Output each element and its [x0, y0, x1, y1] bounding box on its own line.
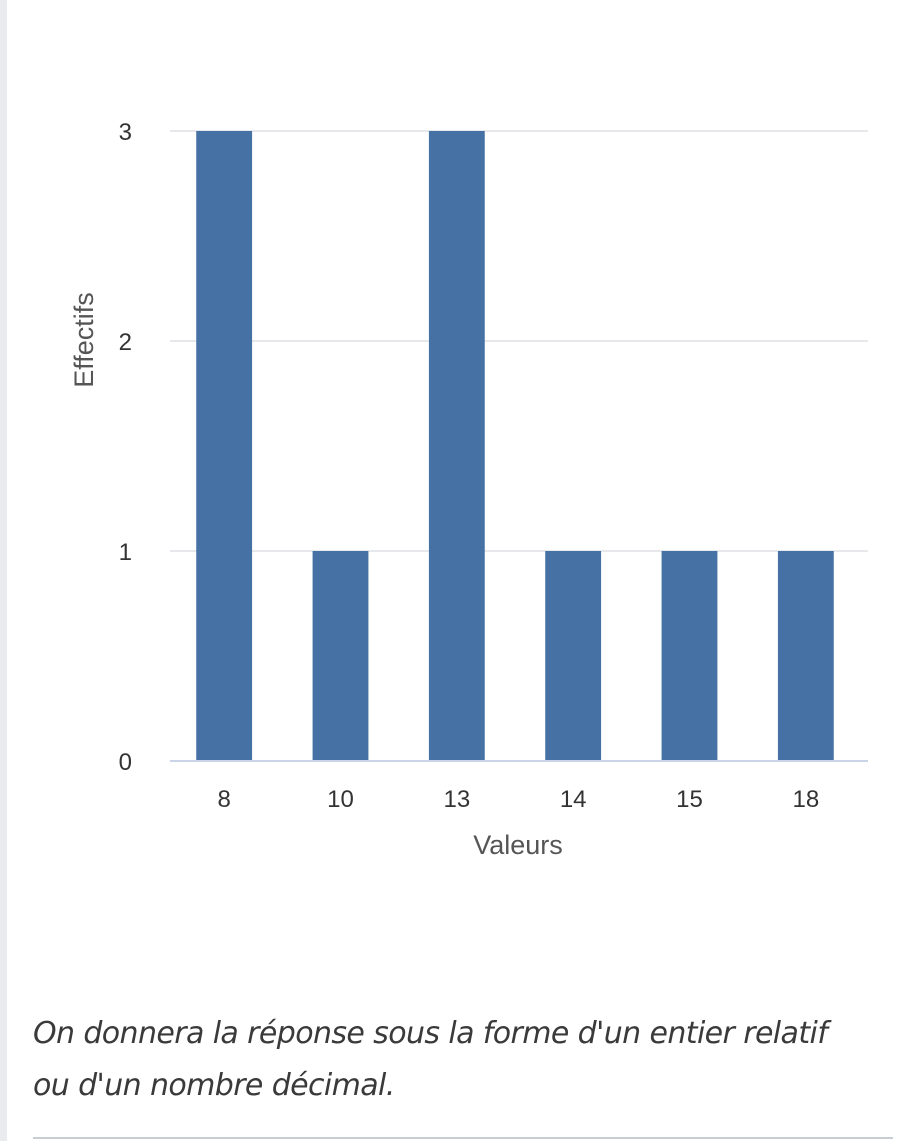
x-tick-label: 10	[327, 786, 354, 813]
answer-instructions: On donnera la réponse sous la forme d'un…	[33, 1008, 883, 1112]
y-tick-label: 2	[119, 329, 132, 356]
y-axis-title: Effectifs	[69, 292, 99, 388]
instructions-line-1: On donnera la réponse sous la forme d'un…	[33, 1016, 828, 1051]
bar	[545, 551, 602, 761]
bar	[661, 551, 718, 761]
page-left-border	[0, 0, 7, 1141]
bar	[428, 131, 485, 761]
bar	[777, 551, 834, 761]
x-tick-label: 14	[560, 786, 587, 813]
y-tick-label: 0	[119, 749, 132, 776]
bar-chart-svg: 0 1 2 3 8 10 13 14 15 18 Valeurs Effectifs	[69, 119, 868, 860]
x-tick-label: 8	[217, 786, 230, 813]
x-tick-label: 18	[792, 786, 819, 813]
instructions-line-2: ou d'un nombre décimal.	[33, 1068, 395, 1103]
bar	[196, 131, 253, 761]
x-tick-label: 15	[676, 786, 703, 813]
y-tick-label: 1	[119, 539, 132, 566]
x-axis-title: Valeurs	[473, 830, 563, 860]
x-tick-label: 13	[443, 786, 470, 813]
bottom-divider	[33, 1137, 893, 1139]
y-tick-label: 3	[119, 119, 132, 146]
bar-chart: 0 1 2 3 8 10 13 14 15 18 Valeurs Effectifs	[69, 119, 868, 860]
bar	[312, 551, 369, 761]
